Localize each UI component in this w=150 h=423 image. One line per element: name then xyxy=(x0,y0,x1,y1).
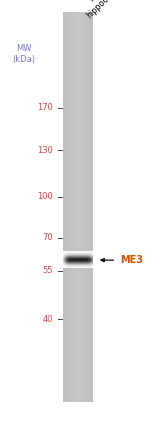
Text: mouse
hippocampus: mouse hippocampus xyxy=(78,0,130,20)
Text: 170: 170 xyxy=(37,103,53,113)
Text: 100: 100 xyxy=(38,192,53,201)
Text: 70: 70 xyxy=(43,233,53,242)
Text: ME3: ME3 xyxy=(120,255,143,265)
Text: 130: 130 xyxy=(37,146,53,155)
Text: 40: 40 xyxy=(43,315,53,324)
Text: MW
(kDa): MW (kDa) xyxy=(12,44,36,64)
Text: 55: 55 xyxy=(43,266,53,275)
